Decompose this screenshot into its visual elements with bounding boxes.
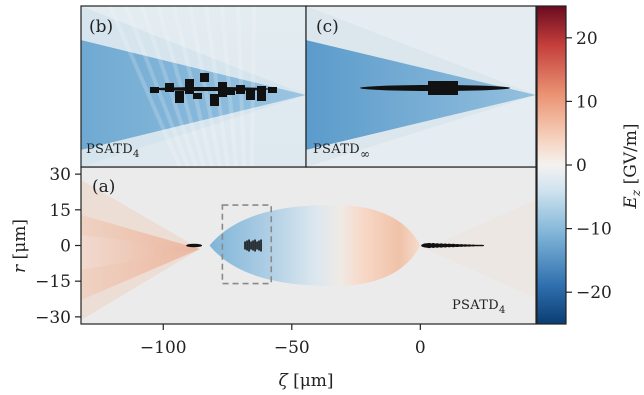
x-tick-label: 0 [415, 338, 426, 358]
x-tick-label: −100 [140, 338, 187, 358]
scheme-label-c: PSATD∞ [313, 142, 370, 161]
noisy-bunch-chunk [175, 91, 184, 103]
inset-panel-b: (b) PSATD4 [80, 5, 307, 168]
noisy-bunch-chunk [257, 86, 266, 101]
inset-panel-c: (c) PSATD∞ [305, 5, 537, 168]
driver-bunch-slice [470, 244, 477, 247]
driver-bunch-slice [466, 244, 473, 247]
colorbar-tick-label: −10 [576, 220, 612, 240]
inset-c-heatmap [306, 6, 536, 167]
driver-bunch-slice [454, 243, 461, 248]
colorbar-tick-label: 20 [576, 29, 598, 49]
driver-bunch-head [421, 243, 434, 248]
numerical-artifact-stripe [220, 6, 238, 167]
numerical-artifact-stripe [188, 6, 222, 167]
witness-bunch-slice [250, 241, 252, 250]
witness-bunch-slice [248, 239, 250, 252]
y-tick-label: −15 [35, 272, 71, 292]
witness-bunch-slice [252, 240, 254, 251]
noisy-bunch-chunk [150, 87, 159, 93]
witness-bunch-slice [244, 241, 246, 250]
scheme-label-a: PSATD4 [452, 298, 506, 316]
witness-bunch-slice [258, 240, 260, 251]
trailing-bunch [186, 243, 203, 248]
scheme-label-b: PSATD4 [86, 142, 140, 160]
numerical-artifact-stripe [156, 6, 206, 167]
noisy-bunch-chunk [200, 73, 209, 82]
y-tick-label: −30 [35, 308, 71, 328]
colorbar-ticks: 20 10 0 −10 −20 [566, 29, 612, 303]
noisy-bunch-chunk [226, 89, 235, 95]
noisy-bunch-chunk [185, 79, 194, 94]
colorbar-tick-label: 0 [576, 156, 587, 176]
panel-label-b: (b) [89, 17, 113, 37]
witness-bunch-slice [246, 240, 248, 251]
clean-bunch-peak [428, 81, 458, 95]
noisy-bunch-chunk [165, 83, 174, 92]
noisy-bunch-chunk [193, 93, 202, 99]
noisy-bunch-chunk [268, 87, 277, 93]
panel-label-a: (a) [92, 177, 115, 197]
electron-bunches [186, 239, 485, 252]
panel-label-c: (c) [316, 17, 339, 37]
colorbar-gradient [536, 5, 567, 325]
colorbar-tick-label: 10 [576, 92, 598, 112]
noisy-bunch-chunk [246, 88, 255, 100]
noisy-bunch-core [150, 87, 270, 91]
y-tick-label: 0 [60, 237, 71, 257]
x-axis-label: ζ [μm] [278, 371, 333, 391]
driver-bunch-slice [478, 244, 485, 247]
y-tick-label: 15 [49, 201, 71, 221]
numerical-artifact-stripe [204, 6, 230, 167]
zoom-box [221, 204, 273, 285]
numerical-artifact-stripe [108, 6, 182, 167]
main-heatmap [81, 167, 536, 324]
colorbar-label: Ez [GV/m] [621, 123, 643, 209]
driver-bunch-slice [462, 244, 469, 247]
inset-b-heatmap [81, 6, 306, 167]
inset-c-frame [305, 5, 537, 168]
colorbar: 20 10 0 −10 −20 Ez [GV/m] [536, 5, 643, 325]
main-panel: (a) PSATD4 −100 −50 0 30 15 0 −15 −30 ζ [μm] r… [10, 165, 537, 391]
y-axis-label: r [μm] [10, 219, 30, 273]
x-tick-label: −50 [274, 338, 310, 358]
witness-bunch-slice [256, 241, 258, 250]
y-tick-label: 30 [49, 165, 71, 185]
numerical-artifact-stripe [124, 6, 190, 167]
numerical-artifact-stripe [250, 6, 256, 167]
noisy-bunch-chunk [210, 94, 219, 106]
x-axis-ticks: −100 −50 0 [140, 324, 426, 358]
witness-bunch-slice [260, 239, 262, 252]
colorbar-tick-label: −20 [576, 283, 612, 303]
inset-c-bunch [360, 81, 510, 95]
inset-b-bunch [150, 73, 277, 106]
y-axis-ticks: 30 15 0 −15 −30 [35, 165, 81, 328]
driver-bunch-slice [458, 244, 465, 247]
witness-bunch-slice [254, 239, 256, 252]
